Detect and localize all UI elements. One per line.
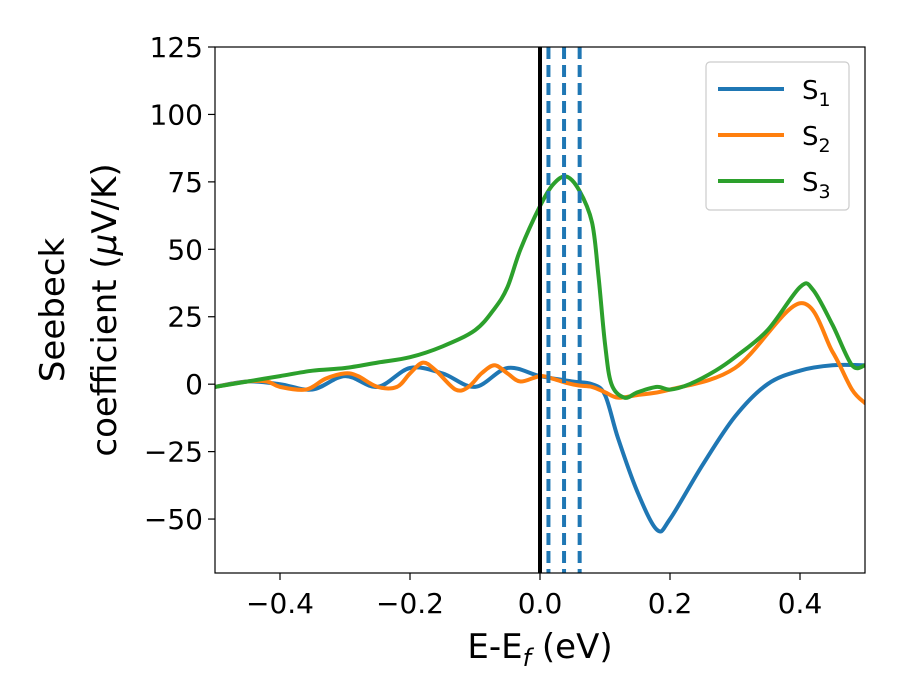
legend-label-s3: S3 [802, 168, 831, 203]
y-axis-label-mu: μ [85, 234, 125, 257]
x-axis-label: E-Ef (eV) [467, 627, 612, 672]
y-axis-label-line2: coefficient (μV/K) [85, 163, 125, 456]
y-tick-label: 75 [167, 166, 203, 199]
y-axis-label: Seebeck coefficient (μV/K) [33, 163, 125, 456]
y-tick-label: 125 [150, 31, 203, 64]
series-line-s3 [215, 174, 865, 400]
x-tick-label: −0.2 [376, 587, 444, 620]
y-tick-label: −50 [144, 503, 203, 536]
y-tick-label: 100 [150, 98, 203, 131]
x-axis-label-main: E-E [467, 627, 522, 667]
y-axis-label-suffix: V/K) [85, 163, 125, 233]
x-tick-label: 0.2 [648, 587, 693, 620]
x-tick-label: −0.4 [246, 587, 314, 620]
y-axis-label-line1: Seebeck [33, 238, 73, 383]
legend-label-s2: S2 [802, 122, 831, 157]
y-tick-label: 50 [167, 233, 203, 266]
plot-area [215, 47, 865, 573]
y-tick-label: −25 [144, 436, 203, 469]
x-tick-label: 0.0 [518, 587, 563, 620]
x-axis-label-unit: (eV) [531, 627, 613, 667]
y-tick-label: 25 [167, 301, 203, 334]
legend: S1 S2 S3 [705, 61, 850, 211]
y-axis-label-prefix: coefficient ( [85, 255, 125, 456]
x-tick-label: 0.4 [778, 587, 823, 620]
axis-ticks: −0.4 −0.2 0.0 0.2 0.4 −50 −25 0 25 50 75 100 125 [144, 31, 822, 620]
series-line-s1 [215, 362, 865, 534]
y-tick-label: 0 [185, 368, 203, 401]
legend-label-s1: S1 [802, 76, 831, 111]
